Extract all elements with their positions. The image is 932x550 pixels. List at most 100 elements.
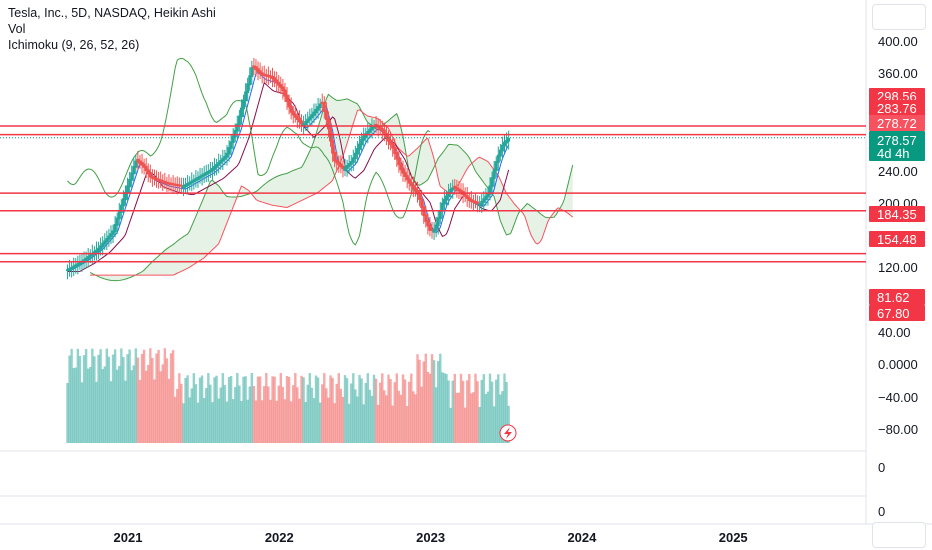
horizontal-levels[interactable] [0,125,866,263]
candle-body [411,184,415,190]
volume-bar [273,376,276,443]
volume-bar [329,375,332,443]
flash-icon[interactable] [499,424,517,442]
volume-bar [219,387,222,443]
candle-body [142,163,146,168]
candle-body [213,166,217,170]
volume-bars [66,348,510,443]
volume-bar [420,386,423,443]
candle-body [123,191,127,201]
candle-body [498,149,502,157]
volume-bar [263,386,266,443]
volume-bar [80,382,84,443]
candle-body [312,111,316,116]
last-price-text: 278.57 [877,133,917,148]
volume-bar [130,370,133,443]
candle-body [130,172,134,181]
legend: Tesla, Inc., 5D, NASDAQ, Heikin Ashi Vol… [8,5,216,53]
volume-bar [445,373,448,443]
volume-bar [316,377,320,443]
volume-bar [91,348,94,443]
candle-body [428,224,432,231]
volume-bar [136,357,140,443]
volume-bar [323,373,326,443]
lower-pane-tick-label: 0 [878,460,885,475]
candle-body [144,166,148,172]
price-axis[interactable]: 400.00360.00240.00200.00120.0040.000.000… [878,34,918,519]
candle-body [391,143,395,149]
volume-bar [159,371,162,443]
volume-bar [105,348,109,443]
volume-bar [397,390,401,443]
volume-bar [99,349,102,443]
candle-body [368,128,372,133]
volume-bar [153,379,156,443]
candle-body [322,102,326,112]
candle-body [196,176,200,180]
volume-bar [269,399,272,443]
candle-body [397,157,401,166]
time-axis[interactable]: 2021 2022 2023 2024 2025 [114,530,748,545]
volume-bar [78,355,82,443]
time-axis-button[interactable] [872,522,926,548]
volume-bar [97,354,100,443]
volume-bar [426,371,430,443]
time-tick-label: 2023 [416,530,445,545]
volume-bar [111,354,115,443]
candle-body [409,181,413,187]
candle-body [260,72,264,76]
candle-body [345,165,349,169]
candle-body [403,171,407,177]
volume-bar [298,398,301,443]
volume-bar [379,382,382,443]
level-label-box [869,231,925,247]
volume-bar [345,378,349,443]
volume-bar [403,379,407,443]
flash-icon-glyph [504,427,512,439]
volume-bar [447,380,450,443]
candle-body [72,265,76,269]
volume-bar [314,375,318,443]
volume-bar [296,387,299,443]
candle-body [320,101,324,104]
chart-settings-button[interactable] [872,4,926,30]
candle-body [285,94,289,102]
candle-body [434,224,438,231]
volume-bar [260,400,264,443]
price-tick-label: −80.00 [878,422,918,437]
volume-bar [391,405,394,443]
volume-bar [366,373,370,443]
volume-bar [267,386,270,443]
volume-bar [499,394,502,443]
countdown-text: 4d 4h [877,146,910,161]
candle-body [492,169,496,180]
candle-body [432,229,436,233]
candle-body [175,183,179,187]
candle-body [219,159,223,164]
level-label-box [869,115,925,131]
volume-bar [246,399,249,443]
candle-body [500,144,504,152]
candle-body [304,121,308,126]
candle-body [465,195,469,199]
candle-body [190,180,194,184]
volume-bar [196,402,200,443]
candle-body [358,143,362,150]
volume-bar [472,392,475,443]
volume-bar [488,373,492,443]
volume-bar [89,366,92,443]
volume-bar [321,384,324,443]
candle-body [316,106,320,111]
candle-body [117,211,121,220]
candle-body [453,185,457,189]
candle-body [293,113,297,118]
volume-bar [356,396,359,443]
volume-bar [304,401,307,443]
volume-bar [285,376,289,443]
volume-bar [428,373,432,443]
volume-bar [283,399,287,443]
volume-bar [227,377,231,443]
candle-body [107,235,111,240]
level-label-text: 154.48 [877,232,917,247]
